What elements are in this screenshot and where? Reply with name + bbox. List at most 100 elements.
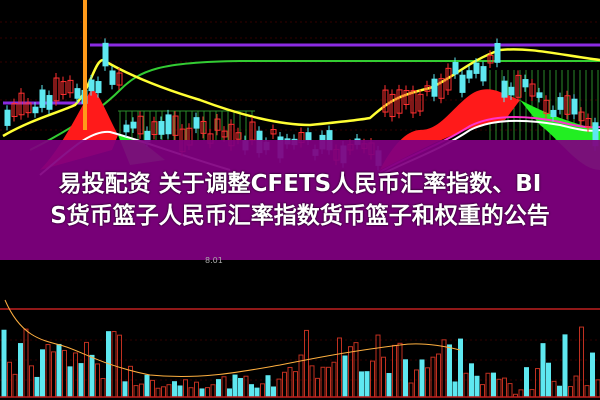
candle: [39, 89, 46, 108]
candle: [396, 89, 403, 114]
candle: [410, 90, 417, 114]
volume-bar: [425, 367, 430, 398]
candle: [438, 78, 445, 99]
candle: [88, 79, 95, 92]
volume-bar: [458, 338, 463, 398]
volume-bar: [23, 328, 29, 398]
volume-bar: [579, 326, 584, 398]
candle: [172, 115, 179, 136]
headline-line-2: S货币篮子人民币汇率指数货币篮子和权重的公告: [50, 203, 550, 229]
volume-bar: [194, 381, 199, 398]
candle: [571, 98, 578, 115]
volume-bar: [139, 383, 144, 398]
volume-bar: [29, 365, 34, 398]
volume-bar: [12, 373, 18, 398]
candle: [116, 72, 123, 86]
volume-bar: [62, 349, 67, 398]
candle: [137, 115, 144, 135]
headline-line-1: 易投配资 关于调整CFETS人民币汇率指数、BI: [58, 171, 542, 197]
volume-bar: [381, 356, 386, 398]
volume-bar: [216, 379, 221, 398]
candle: [46, 95, 53, 110]
candle: [557, 97, 564, 110]
volume-bar: [491, 372, 496, 398]
candle: [480, 66, 487, 82]
volume-bar: [40, 349, 45, 398]
volume-bar: [485, 372, 491, 398]
volume-bar: [243, 375, 249, 398]
volume-bar: [56, 343, 62, 398]
volume-bar: [89, 354, 95, 398]
volume-bar: [45, 344, 51, 398]
volume-bar: [84, 341, 89, 398]
candle: [235, 132, 242, 140]
candle: [466, 70, 473, 79]
volume-bar: [529, 389, 535, 398]
volume-bar: [18, 343, 23, 398]
volume-bar: [276, 378, 282, 398]
candle: [130, 121, 137, 129]
candle: [270, 129, 277, 135]
candle: [585, 118, 592, 128]
candle: [4, 109, 11, 126]
candle: [32, 106, 39, 114]
volume-bar: [161, 386, 166, 398]
candle: [403, 90, 410, 105]
volume-bar: [67, 366, 73, 398]
candle: [417, 93, 424, 112]
volume-bar: [315, 377, 320, 398]
volume-bar: [496, 378, 502, 398]
volume-bar: [392, 344, 397, 398]
volume-bar: [155, 387, 161, 398]
volume-bar: [133, 385, 139, 398]
volume-bar: [540, 343, 546, 398]
volume-bar: [375, 334, 381, 398]
volume-bar: [293, 371, 298, 398]
candle: [158, 121, 165, 135]
volume-bar: [227, 388, 232, 398]
volume-bar: [524, 367, 529, 398]
volume-bar: [232, 374, 238, 398]
volume-bar: [551, 380, 557, 398]
candle: [564, 95, 571, 115]
volume-bar: [172, 381, 177, 398]
volume-bar: [342, 355, 348, 398]
volume-bar: [260, 383, 265, 398]
candle: [60, 81, 67, 95]
volume-bar: [265, 375, 271, 398]
volume-bar: [546, 362, 551, 398]
candle: [459, 74, 466, 93]
volume-bar: [502, 377, 507, 398]
candle: [529, 83, 536, 97]
volume-bar: [452, 381, 458, 398]
headline-banner: 易投配资 关于调整CFETS人民币汇率指数、BI S货币篮子人民币汇率指数货币篮…: [0, 140, 600, 260]
volume-bar: [188, 387, 194, 398]
volume-bar: [436, 353, 441, 398]
volume-bar: [359, 371, 364, 398]
volume-bar: [370, 360, 375, 398]
volume-bar: [117, 334, 122, 398]
volume-bar: [595, 379, 600, 398]
volume-bar: [144, 374, 150, 398]
volume-bar: [419, 359, 425, 398]
volume-bar: [78, 363, 84, 398]
volume-bar: [414, 369, 419, 398]
volume-bar: [210, 384, 216, 398]
volume-bar: [584, 385, 590, 398]
volume-bar: [518, 389, 524, 398]
volume-bar: [111, 331, 117, 398]
candle: [550, 109, 557, 118]
candle: [515, 74, 522, 98]
volume-bar: [568, 386, 573, 398]
candle: [165, 114, 172, 135]
candle: [522, 79, 529, 88]
candle: [382, 89, 389, 113]
volume-bar: [271, 386, 276, 398]
volume-bar: [309, 365, 315, 398]
volume-bar: [364, 371, 370, 398]
volume-bar: [562, 334, 568, 398]
volume-bar: [287, 366, 293, 398]
volume-bar: [282, 371, 287, 398]
volume-bar: [408, 382, 414, 398]
